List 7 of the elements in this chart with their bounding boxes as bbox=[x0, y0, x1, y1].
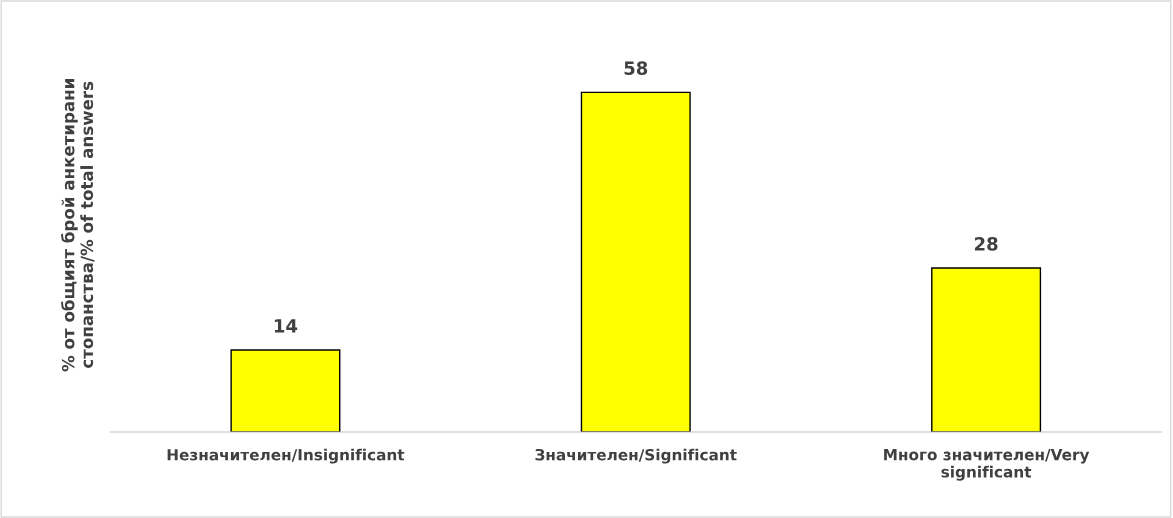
y-axis-title: % от общият брой анкетирани стопанства/% of total answers bbox=[61, 79, 95, 372]
data-label: 58 bbox=[624, 61, 648, 75]
x-tick-label: Незначителен/Insignificant bbox=[167, 448, 405, 464]
data-label: 28 bbox=[974, 236, 998, 251]
x-tick-label: Значителен/Significant bbox=[535, 448, 737, 464]
x-tick-label: Много значителен/Very significant bbox=[884, 449, 1090, 481]
data-label: 14 bbox=[274, 319, 298, 333]
